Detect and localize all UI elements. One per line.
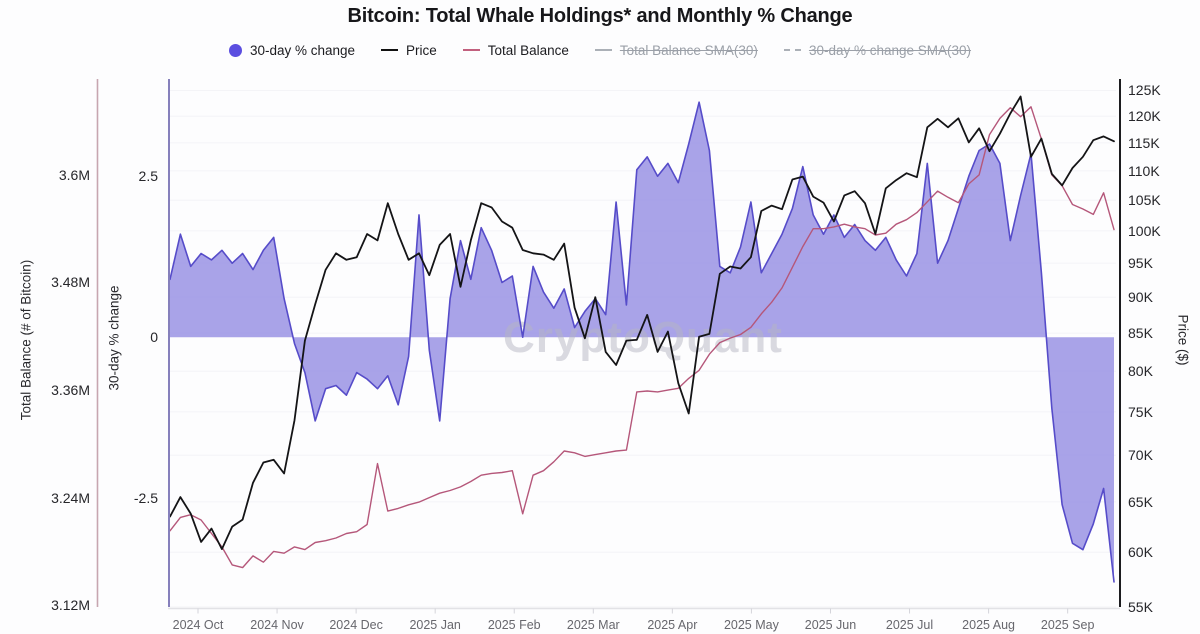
legend-item-30d-pct-change-sma30[interactable]: 30-day % change SMA(30)	[783, 42, 972, 58]
legend-item-30d-pct-change[interactable]: 30-day % change	[228, 42, 356, 58]
x-tick-label: 2024 Nov	[250, 618, 304, 632]
x-tick-label: 2024 Oct	[172, 618, 224, 632]
pct-tick-label: 0	[150, 329, 158, 346]
price-tick-label: 115K	[1128, 134, 1160, 151]
legend-item-price[interactable]: Price	[381, 43, 437, 58]
price-tick-label: 105K	[1128, 192, 1161, 209]
x-tick-label: 2025 Sep	[1040, 618, 1095, 632]
legend-item-total-balance[interactable]: Total Balance	[462, 42, 569, 58]
pct-change-area-edge	[169, 101, 1115, 583]
pct-change-area	[170, 102, 1114, 582]
legend-dot-icon	[228, 43, 242, 57]
legend-dashed-line-icon	[783, 49, 801, 51]
legend-item-label: 30-day % change SMA(30)	[808, 42, 972, 58]
price-tick-label: 65K	[1128, 493, 1153, 510]
price-tick-label: 60K	[1128, 544, 1153, 561]
legend-line-icon	[381, 49, 399, 51]
x-tick-label: 2025 Jul	[885, 618, 934, 632]
price-tick-label: 125K	[1128, 82, 1161, 99]
legend: 30-day % change Price Total Balance Tota…	[0, 40, 1200, 60]
x-tick-label: 2025 Feb	[487, 618, 541, 632]
price-tick-label: 70K	[1128, 447, 1153, 464]
legend-item-label: Total Balance SMA(30)	[619, 42, 758, 58]
legend-item-label: Total Balance	[487, 42, 569, 58]
price-tick-label: 110K	[1128, 162, 1160, 179]
price-tick-label: 85K	[1128, 325, 1153, 342]
pct-tick-label: 2.5	[138, 168, 158, 185]
price-tick-label: 80K	[1128, 363, 1153, 380]
chart-title: Bitcoin: Total Whale Holdings* and Month…	[347, 5, 853, 27]
legend-item-total-balance-sma30[interactable]: Total Balance SMA(30)	[594, 42, 758, 58]
x-tick-label: 2025 May	[723, 618, 779, 632]
price-tick-label: 75K	[1128, 403, 1153, 420]
balance-tick-label: 3.48M	[51, 274, 90, 291]
legend-line-icon	[594, 49, 612, 51]
x-tick-label: 2025 Jun	[804, 618, 857, 632]
balance-tick-label: 3.36M	[51, 382, 90, 399]
x-tick-label: 2024 Dec	[329, 618, 383, 632]
x-tick-label: 2025 Jan	[409, 618, 461, 632]
legend-item-label: 30-day % change	[249, 42, 356, 58]
price-tick-label: 90K	[1128, 289, 1153, 306]
price-tick-label: 55K	[1128, 599, 1153, 615]
legend-item-label: Price	[406, 42, 437, 58]
price-tick-label: 100K	[1128, 222, 1161, 239]
legend-line-icon	[462, 49, 480, 51]
x-tick-label: 2025 Apr	[647, 618, 698, 632]
pct-tick-label: -2.5	[133, 490, 158, 507]
price-tick-label: 95K	[1128, 255, 1153, 272]
x-tick-label: 2025 Aug	[962, 618, 1016, 632]
balance-tick-label: 3.6M	[58, 166, 90, 183]
price-tick-label: 120K	[1128, 108, 1161, 125]
total-balance-line	[169, 106, 1115, 569]
balance-tick-label: 3.24M	[51, 489, 90, 506]
price-line	[169, 95, 1115, 550]
balance-tick-label: 3.12M	[51, 597, 90, 614]
watermark: CryptoQuant	[503, 313, 783, 362]
x-tick-label: 2025 Mar	[566, 618, 620, 632]
